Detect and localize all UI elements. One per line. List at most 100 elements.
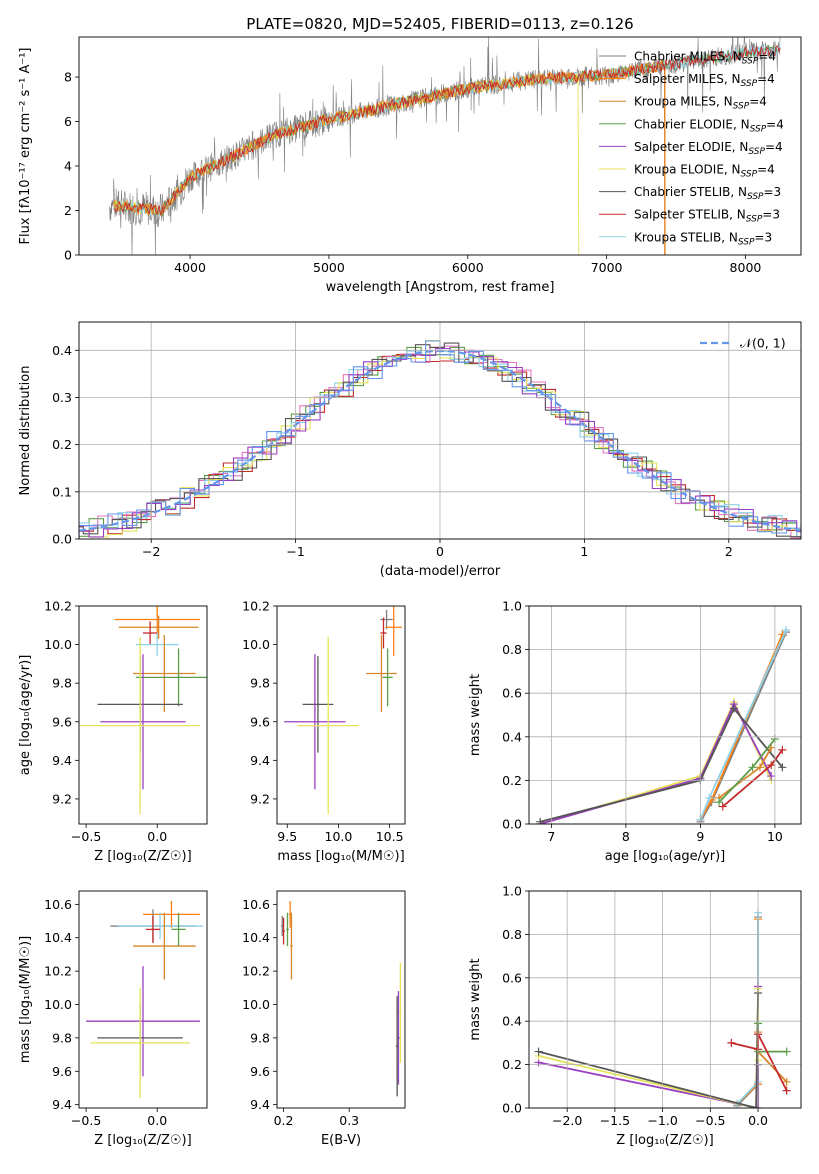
x-tick-label: 10.0	[325, 829, 353, 844]
y-tick-label: 2	[64, 203, 72, 218]
y-tick-label: 6	[64, 114, 72, 129]
x-axis-label: (data-model)/error	[380, 564, 501, 579]
y-tick-label: 0.4	[52, 343, 72, 358]
x-tick-label: 7	[547, 829, 555, 844]
y-tick-label: 0.1	[52, 484, 72, 499]
data-layer	[536, 625, 791, 824]
legend-text: Salpeter ELODIE, N	[634, 140, 748, 154]
y-tick-label: 10.6	[44, 897, 72, 912]
y-axis-label: age [log₁₀(age/yr)]	[18, 655, 33, 776]
y-tick-label: 10.0	[242, 637, 270, 652]
legend-entry: Kroupa MILES, NSSP=4	[634, 95, 767, 112]
legend-entry: Salpeter MILES, NSSP=4	[634, 72, 775, 89]
y-tick-label: 0.0	[502, 1101, 522, 1116]
spectrum-model-line	[113, 45, 781, 217]
legend-text: Chabrier MILES, N	[634, 50, 742, 64]
mass-weight-marker	[782, 625, 791, 634]
x-tick-label: −2.0	[552, 1113, 582, 1128]
mass-weight-marker	[782, 1077, 791, 1086]
x-axis-label: Z [log₁₀(Z/Z☉)]	[616, 1133, 713, 1148]
y-tick-label: 0	[64, 248, 72, 263]
panel-age-vs-mass: 9.5 10.0 10.5 9.2 9.4 9.6 9.8 10.0 10.2 mass [log…	[242, 599, 406, 864]
mass-weight-line	[736, 912, 759, 1105]
axes-frame	[276, 605, 406, 825]
y-tick-label: 10.4	[44, 930, 72, 945]
x-tick-label: −1.5	[600, 1113, 630, 1128]
y-tick-label: 0.6	[502, 970, 522, 985]
y-tick-label: 9.6	[250, 1064, 270, 1079]
y-tick-label: 9.4	[250, 1097, 270, 1112]
mass-weight-line	[538, 986, 759, 1108]
mass-weight-marker	[715, 798, 724, 807]
mass-weight-line	[539, 699, 773, 824]
y-axis-label: mass weight	[468, 958, 483, 1040]
mass-weight-marker	[752, 1104, 761, 1108]
mass-weight-marker	[778, 745, 787, 754]
y-tick-label: 9.6	[250, 714, 270, 729]
y-tick-label: 9.8	[250, 676, 270, 691]
y-axis-label: Flux [fλ10⁻¹⁷ erg cm⁻² s⁻¹ A⁻¹]	[18, 48, 33, 245]
legend-entry: Salpeter ELODIE, NSSP=4	[634, 140, 783, 157]
legend-entry: Kroupa STELIB, NSSP=3	[634, 230, 772, 247]
legend-text: =4	[766, 117, 784, 131]
data-layer	[109, 37, 781, 255]
mass-weight-marker	[536, 817, 545, 824]
data-layer	[80, 606, 207, 815]
mass-weight-marker	[782, 1047, 791, 1056]
x-tick-label: 0.0	[147, 1113, 167, 1128]
legend-text: Chabrier ELODIE, N	[634, 117, 750, 131]
x-tick-label: −1.0	[647, 1113, 677, 1128]
x-tick-label: 0.2	[274, 1113, 294, 1128]
y-tick-label: 1.0	[502, 599, 522, 614]
panel-age-vs-Z: −0.5 0.0 9.2 9.4 9.6 9.8 10.0 10.2 Z [log₁₀(Z/Z☉…	[18, 599, 208, 864]
legend-text: =3	[762, 208, 780, 222]
legend-subscript: SSP	[746, 215, 763, 225]
mass-weight-marker	[729, 704, 738, 713]
axes-frame	[528, 605, 802, 825]
legend-text: Kroupa MILES, N	[634, 95, 733, 109]
y-tick-label: 9.6	[52, 714, 72, 729]
y-tick-label: 1.0	[502, 884, 522, 899]
y-tick-label: 8	[64, 70, 72, 85]
panel-mass-vs-Z: −0.5 0.0 9.4 9.6 9.8 10.0 10.2 10.4 10.6 Z [log₁₀…	[18, 890, 208, 1148]
legend-entry: Chabrier ELODIE, NSSP=4	[634, 117, 784, 134]
y-tick-label: 10.2	[44, 964, 72, 979]
mass-weight-marker	[782, 1086, 791, 1095]
legend-subscript: SSP	[750, 124, 767, 134]
y-axis-label: mass [log₁₀(M/M☉)]	[18, 936, 33, 1063]
y-tick-label: 0.2	[502, 1057, 522, 1072]
legend-entry: Chabrier STELIB, NSSP=3	[634, 185, 781, 202]
data-layer	[86, 901, 203, 1098]
legend-text: =4	[757, 163, 775, 177]
mass-weight-marker	[718, 802, 727, 811]
y-tick-label: 9.6	[52, 1064, 72, 1079]
mass-weight-line	[538, 988, 759, 1108]
x-axis-label: age [log₁₀(age/yr)]	[605, 849, 726, 864]
x-tick-label: 8	[622, 829, 630, 844]
legend-entry: Salpeter STELIB, NSSP=3	[634, 208, 780, 225]
mass-weight-line	[757, 1023, 787, 1053]
mass-weight-line	[757, 1032, 788, 1083]
y-tick-label: 9.8	[52, 676, 72, 691]
x-axis-label: E(B-V)	[321, 1133, 361, 1148]
legend-subscript: SSP	[741, 79, 758, 89]
plots-group: 4000 5000 6000 7000 8000 0 2 4 6 8 wavelength [Ang…	[18, 36, 802, 1148]
x-tick-label: 5000	[313, 260, 345, 275]
y-tick-label: 10.6	[242, 897, 270, 912]
y-tick-label: 9.4	[52, 753, 72, 768]
x-tick-label: −0.5	[71, 1113, 101, 1128]
y-tick-label: 10.0	[242, 997, 270, 1012]
x-tick-label: 10	[767, 829, 783, 844]
x-axis-label: Z [log₁₀(Z/Z☉)]	[94, 849, 191, 864]
x-axis-label: wavelength [Angstrom, rest frame]	[326, 280, 555, 295]
x-tick-label: 0.0	[147, 829, 167, 844]
y-tick-label: 9.8	[250, 1030, 270, 1045]
x-tick-label: 8000	[730, 260, 762, 275]
y-tick-label: 0.0	[502, 817, 522, 832]
legend-subscript: SSP	[733, 102, 750, 112]
x-tick-label: 0	[436, 544, 444, 559]
x-tick-label: 4000	[174, 260, 206, 275]
legend-text: =3	[764, 185, 782, 199]
axes-frame	[78, 321, 802, 540]
